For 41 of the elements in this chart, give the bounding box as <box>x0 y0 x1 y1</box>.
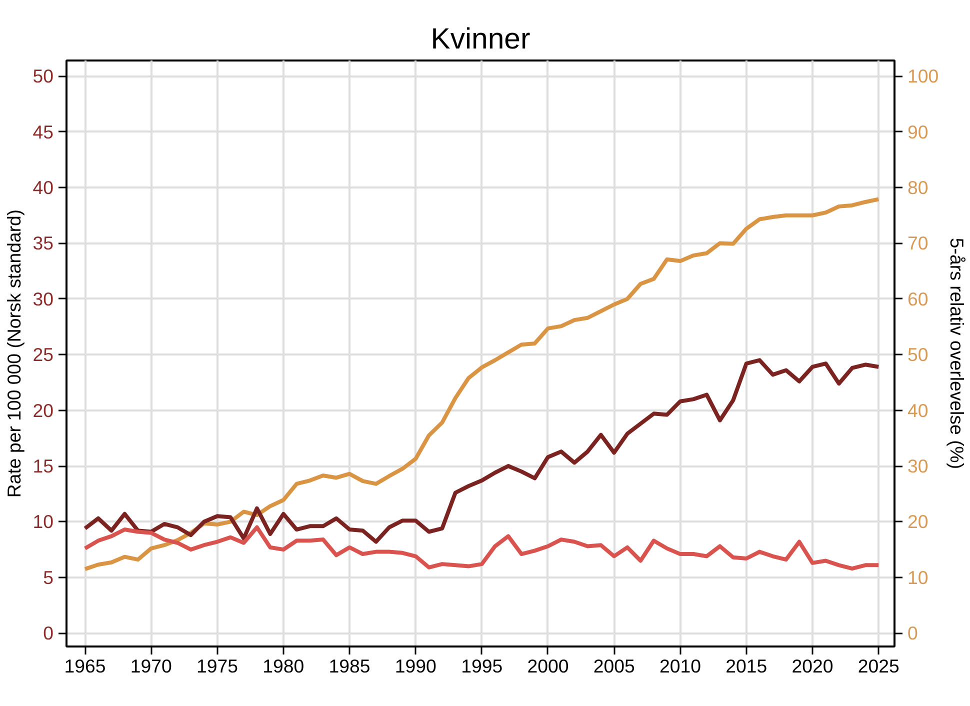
y-tick-label: 10 <box>32 511 54 532</box>
y-axis-title: Rate per 100 000 (Norsk standard) <box>4 209 25 498</box>
y2-tick-label: 30 <box>908 456 928 477</box>
y2-tick-label: 100 <box>908 66 939 87</box>
y2-tick-label: 0 <box>908 622 918 644</box>
x-tick-label: 1970 <box>130 656 172 676</box>
x-tick-label: 2010 <box>659 656 701 676</box>
line-series <box>83 525 881 571</box>
y2-tick-label: 60 <box>908 288 928 310</box>
x-tick-label: 2015 <box>726 656 768 676</box>
x-tick-label: 2005 <box>593 656 635 676</box>
y-tick-label: 15 <box>32 456 54 477</box>
y-tick-label: 35 <box>32 232 54 254</box>
x-tick-label: 1990 <box>394 656 436 676</box>
y-tick-label: 5 <box>43 566 54 588</box>
line-series <box>83 358 881 544</box>
y2-tick-label: 40 <box>908 400 928 421</box>
line-series <box>83 197 881 572</box>
y2-axis-title: 5-års relativ overlevelse (%) <box>946 238 968 470</box>
y-tick-label: 0 <box>43 622 54 644</box>
y2-tick-label: 10 <box>908 566 928 588</box>
chart-title: Kvinner <box>430 22 530 56</box>
y2-tick-label: 20 <box>908 511 928 532</box>
x-tick-label: 1975 <box>196 656 238 676</box>
x-tick-label: 2025 <box>858 656 900 676</box>
y-tick-label: 40 <box>32 177 54 198</box>
y2-tick-label: 50 <box>908 344 928 366</box>
y-tick-label: 45 <box>32 121 54 142</box>
y2-tick-label: 80 <box>908 177 928 198</box>
y2-tick-label: 70 <box>908 232 928 254</box>
y-tick-label: 25 <box>32 344 54 366</box>
x-tick-label: 1995 <box>461 656 503 676</box>
x-tick-label: 2020 <box>792 656 834 676</box>
x-tick-label: 1985 <box>328 656 370 676</box>
x-tick-label: 1965 <box>64 656 106 676</box>
y2-tick-label: 90 <box>908 121 928 142</box>
y-tick-label: 50 <box>32 66 54 87</box>
x-tick-label: 2000 <box>527 656 569 676</box>
y-tick-label: 20 <box>32 400 54 421</box>
y-tick-label: 30 <box>32 288 54 310</box>
x-tick-label: 1980 <box>262 656 304 676</box>
